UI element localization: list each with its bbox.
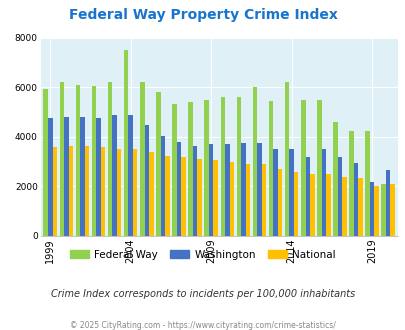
Bar [117,149,121,236]
Bar [156,92,160,236]
Bar [188,102,192,236]
Bar [337,157,341,236]
Bar [277,169,281,236]
Bar [385,170,390,236]
Bar [381,184,385,236]
Bar [268,101,273,236]
Bar [140,82,144,236]
Bar [172,104,176,236]
Bar [293,172,298,236]
Bar [284,82,289,236]
Text: © 2025 CityRating.com - https://www.cityrating.com/crime-statistics/: © 2025 CityRating.com - https://www.city… [70,321,335,330]
Bar [357,178,362,236]
Bar [333,122,337,236]
Bar [213,160,217,236]
Bar [300,100,305,236]
Bar [289,149,293,236]
Bar [80,117,85,236]
Bar [305,157,309,236]
Bar [85,146,89,236]
Bar [100,147,105,236]
Bar [124,50,128,236]
Bar [149,152,153,236]
Bar [364,131,369,236]
Bar [92,86,96,236]
Bar [373,186,378,236]
Bar [144,124,149,236]
Bar [108,82,112,236]
Bar [252,87,257,236]
Bar [160,136,165,236]
Bar [229,162,233,236]
Bar [48,118,52,236]
Text: Crime Index corresponds to incidents per 100,000 inhabitants: Crime Index corresponds to incidents per… [51,289,354,299]
Bar [209,145,213,236]
Bar [204,100,209,236]
Bar [64,117,68,236]
Bar [43,89,48,236]
Bar [128,115,133,236]
Bar [341,177,346,236]
Bar [321,149,325,236]
Bar [390,184,394,236]
Bar [52,147,57,236]
Bar [348,131,353,236]
Bar [75,85,80,236]
Bar [309,174,314,236]
Bar [176,142,181,236]
Bar [353,163,357,236]
Bar [369,182,373,236]
Bar [261,164,266,236]
Bar [257,143,261,236]
Bar [60,82,64,236]
Bar [220,97,224,236]
Bar [133,149,137,236]
Bar [273,149,277,236]
Bar [192,146,197,236]
Bar [197,159,201,236]
Bar [245,164,249,236]
Bar [316,100,321,236]
Bar [68,146,73,236]
Bar [165,155,169,236]
Bar [96,118,100,236]
Text: Federal Way Property Crime Index: Federal Way Property Crime Index [68,8,337,22]
Legend: Federal Way, Washington, National: Federal Way, Washington, National [66,246,339,264]
Bar [181,157,185,236]
Bar [236,97,241,236]
Bar [112,115,117,236]
Bar [224,145,229,236]
Bar [325,174,330,236]
Bar [241,143,245,236]
